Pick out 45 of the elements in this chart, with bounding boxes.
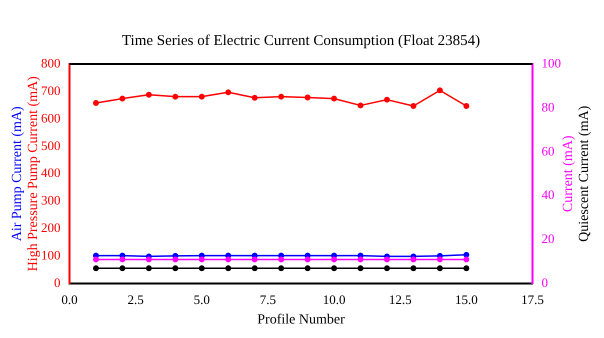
point [304,94,311,100]
point [278,94,284,100]
text: Quiescent Current (mA) [577,105,592,242]
x-axis-title: Profile Number [257,312,346,328]
point [384,96,390,103]
x-tick-label: 12.5 [388,292,412,307]
y-tick-label: 600 [41,110,60,126]
point [93,100,99,106]
text: Current (mA) [561,135,576,212]
point [463,103,470,109]
point [436,87,443,94]
y-tick-label: 300 [41,192,60,208]
point [172,94,178,100]
point [358,102,364,108]
y2-tick-label: 100 [542,55,561,70]
point [410,103,416,109]
y-tick-label: 700 [41,82,60,98]
x-tick-label: 17.5 [521,292,544,307]
point [252,94,258,101]
y-tick-label: 200 [41,220,60,236]
text: Air Pump Current (mA) [10,106,26,242]
point [146,92,152,98]
y-tick-label: 800 [41,55,60,70]
x-tick-label: 10.0 [322,292,346,307]
y-tick-label: 500 [41,138,60,153]
y-tick-label: 0 [54,275,60,290]
point [198,94,205,100]
chart-title: Time Series of Electric Current Consumption (Float 23854) [122,32,480,49]
point [119,96,126,102]
text: High Pressure Pump Current (mA) [26,76,42,272]
x-tick-label: 7.5 [260,292,276,307]
y2-tick-label: 0 [542,275,548,290]
point [331,96,338,102]
x-tick-label: 0.0 [61,292,78,307]
x-tick-label: 5.0 [194,292,210,307]
point [463,252,470,258]
y-tick-label: 100 [41,248,60,263]
point [225,89,232,96]
y2-tick-label: 40 [542,187,554,202]
y2-tick-label: 20 [542,231,554,246]
x-tick-label: 2.5 [128,292,144,307]
y-tick-label: 400 [41,165,60,180]
y2-tick-label: 80 [542,99,554,114]
x-tick-label: 15.0 [454,292,478,307]
y2-tick-label: 60 [542,143,554,158]
